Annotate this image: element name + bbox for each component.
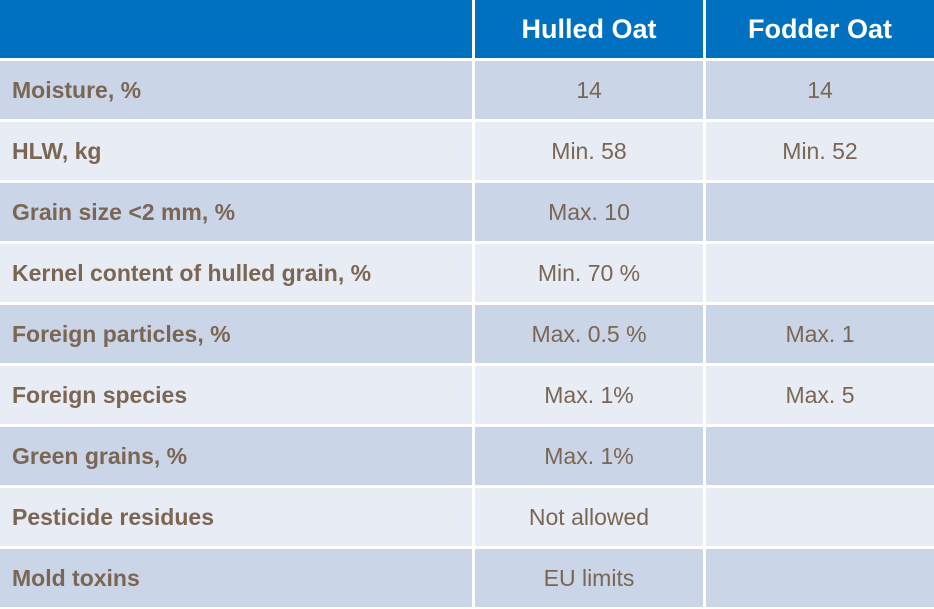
hulled-oat-value: Max. 1% [475,366,703,424]
row-label: Grain size <2 mm, % [0,183,472,241]
hulled-oat-value: EU limits [475,549,703,607]
fodder-oat-value [706,549,934,607]
hulled-oat-value: Max. 1% [475,427,703,485]
row-label: Pesticide residues [0,488,472,546]
hulled-oat-value: 14 [475,61,703,119]
row-label: Kernel content of hulled grain, % [0,244,472,302]
fodder-oat-value [706,488,934,546]
fodder-oat-value: Max. 1 [706,305,934,363]
row-label: Green grains, % [0,427,472,485]
fodder-oat-value [706,427,934,485]
header-empty [0,0,472,58]
hulled-oat-value: Min. 70 % [475,244,703,302]
row-label: Moisture, % [0,61,472,119]
header-fodder-oat: Fodder Oat [706,0,934,58]
fodder-oat-value: 14 [706,61,934,119]
fodder-oat-value [706,183,934,241]
hulled-oat-value: Min. 58 [475,122,703,180]
hulled-oat-value: Not allowed [475,488,703,546]
fodder-oat-value: Min. 52 [706,122,934,180]
row-label: HLW, kg [0,122,472,180]
row-label: Foreign particles, % [0,305,472,363]
header-hulled-oat: Hulled Oat [475,0,703,58]
row-label: Mold toxins [0,549,472,607]
fodder-oat-value [706,244,934,302]
hulled-oat-value: Max. 0.5 % [475,305,703,363]
fodder-oat-value: Max. 5 [706,366,934,424]
hulled-oat-value: Max. 10 [475,183,703,241]
row-label: Foreign species [0,366,472,424]
